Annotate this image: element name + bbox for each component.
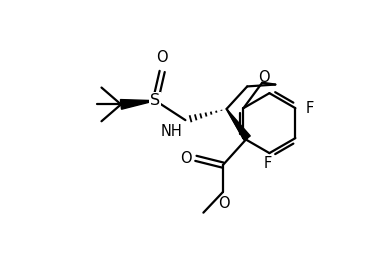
- Text: F: F: [263, 156, 272, 171]
- Text: O: O: [218, 196, 230, 211]
- Text: NH: NH: [161, 124, 182, 139]
- Polygon shape: [121, 100, 156, 109]
- Text: S: S: [150, 93, 160, 108]
- Text: O: O: [180, 151, 191, 166]
- Text: O: O: [258, 69, 270, 85]
- Polygon shape: [227, 109, 250, 140]
- Text: O: O: [156, 50, 168, 65]
- Text: F: F: [306, 101, 314, 116]
